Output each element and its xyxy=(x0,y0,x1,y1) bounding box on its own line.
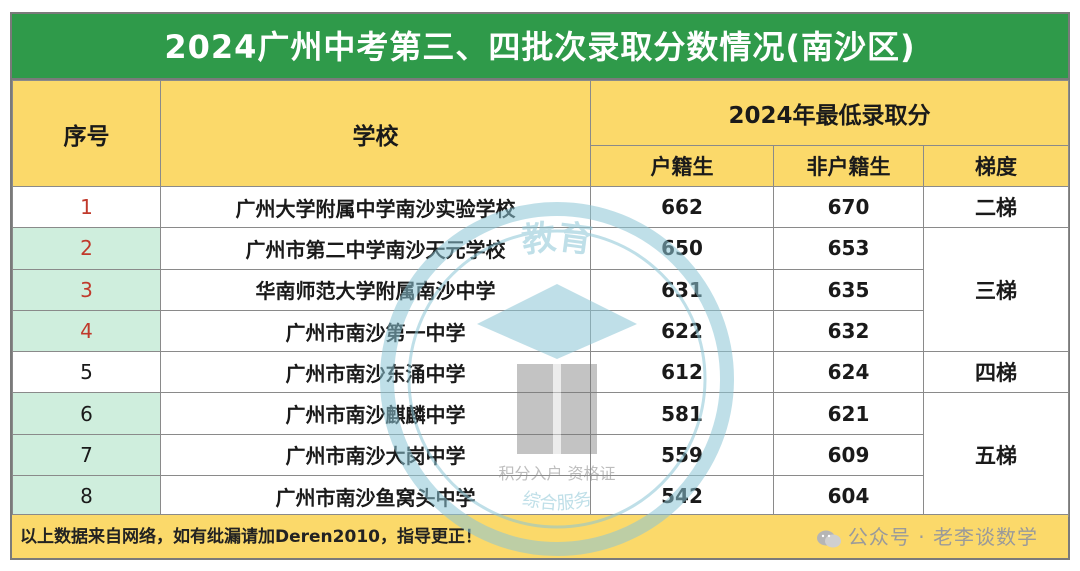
tier-cell: 四梯 xyxy=(923,351,1069,394)
row-school: 广州大学附属中学南沙实验学校 xyxy=(160,185,591,229)
row-non-hukou-score: 609 xyxy=(773,433,924,477)
row-non-hukou-score: 635 xyxy=(773,268,924,311)
row-school: 广州市南沙东涌中学 xyxy=(160,351,591,394)
table-row: 5 广州市南沙东涌中学 612 624 四梯 xyxy=(12,351,1069,394)
row-school: 广州市南沙鱼窝头中学 xyxy=(160,475,591,518)
table-row: 1 广州大学附属中学南沙实验学校 662 670 二梯 xyxy=(12,185,1069,229)
table-row: 7 广州市南沙大岗中学 559 609 xyxy=(12,433,1069,477)
tier-cell: 三梯 xyxy=(923,227,1069,353)
row-hukou-score: 559 xyxy=(590,433,774,477)
row-school: 广州市南沙大岗中学 xyxy=(160,433,591,477)
wechat-icon xyxy=(816,530,841,547)
table-row: 2 广州市第二中学南沙天元学校 650 653 三梯 xyxy=(12,227,1069,353)
table-row: 6 广州市南沙麒麟中学 581 621 五梯 xyxy=(12,392,1069,518)
row-index: 8 xyxy=(12,475,161,518)
row-index: 2 xyxy=(12,227,161,270)
row-non-hukou-score: 653 xyxy=(773,227,924,270)
row-index: 5 xyxy=(12,351,161,394)
row-school: 广州市南沙第一中学 xyxy=(160,309,591,353)
table-row: 8 广州市南沙鱼窝头中学 542 604 xyxy=(12,475,1069,518)
row-hukou-score: 542 xyxy=(590,475,774,518)
row-non-hukou-score: 604 xyxy=(773,475,924,518)
page-title: 2024广州中考第三、四批次录取分数情况(南沙区) xyxy=(12,14,1068,80)
row-index: 4 xyxy=(12,309,161,353)
table-row: 4 广州市南沙第一中学 622 632 xyxy=(12,309,1069,353)
row-index: 1 xyxy=(12,185,161,229)
row-non-hukou-score: 670 xyxy=(773,185,924,229)
row-school: 广州市第二中学南沙天元学校 xyxy=(160,227,591,270)
row-hukou-score: 662 xyxy=(590,185,774,229)
table-row: 3 华南师范大学附属南沙中学 631 635 xyxy=(12,268,1069,311)
row-hukou-score: 612 xyxy=(590,351,774,394)
row-hukou-score: 581 xyxy=(590,392,774,435)
row-school: 广州市南沙麒麟中学 xyxy=(160,392,591,435)
footer-text: 以上数据来自网络，如有纰漏请加Deren2010，指导更正！ xyxy=(20,527,482,547)
header-index: 序号 xyxy=(12,80,161,187)
row-index: 3 xyxy=(12,268,161,311)
tier-cell: 二梯 xyxy=(923,185,1069,229)
header-non-hukou: 非户籍生 xyxy=(773,145,924,187)
tier-cell: 五梯 xyxy=(923,392,1069,518)
row-hukou-score: 631 xyxy=(590,268,774,311)
row-non-hukou-score: 632 xyxy=(773,309,924,353)
watermark-text: 公众号 · 老李谈数学 xyxy=(847,525,1038,549)
row-hukou-score: 650 xyxy=(590,227,774,270)
header-hukou: 户籍生 xyxy=(590,145,774,187)
score-table-card: 2024广州中考第三、四批次录取分数情况(南沙区) 序号 学校 2024年最低录… xyxy=(10,12,1070,560)
header-score-group: 2024年最低录取分 xyxy=(590,80,1069,146)
wechat-watermark: 公众号 · 老李谈数学 xyxy=(816,521,1038,550)
row-hukou-score: 622 xyxy=(590,309,774,353)
row-non-hukou-score: 621 xyxy=(773,392,924,435)
header-tier: 梯度 xyxy=(923,145,1069,187)
row-index: 6 xyxy=(12,392,161,435)
row-school: 华南师范大学附属南沙中学 xyxy=(160,268,591,311)
header-school: 学校 xyxy=(160,80,591,187)
row-non-hukou-score: 624 xyxy=(773,351,924,394)
row-index: 7 xyxy=(12,433,161,477)
score-table: 序号 学校 2024年最低录取分 户籍生 非户籍生 梯度 1 广州大学附属中学南… xyxy=(12,80,1069,518)
